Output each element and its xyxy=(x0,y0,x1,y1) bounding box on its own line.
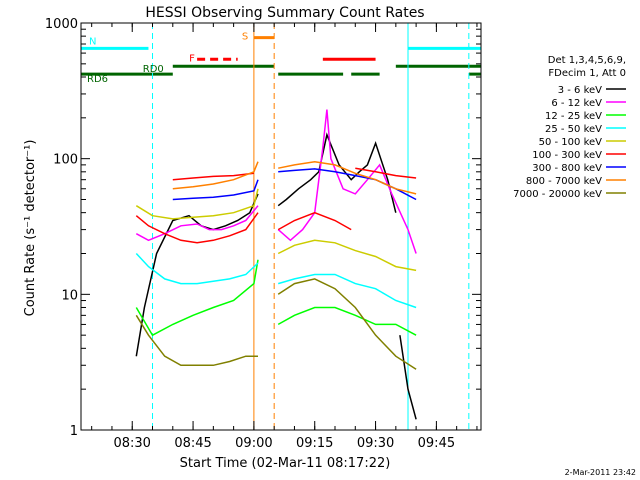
series-line xyxy=(277,273,417,309)
series-line xyxy=(277,278,417,370)
series-line xyxy=(172,179,259,201)
x-tick-label: 09:15 xyxy=(296,436,333,451)
series-line xyxy=(278,160,417,195)
series-line xyxy=(277,239,417,272)
series-line xyxy=(277,109,417,254)
y-tick-label: 100 xyxy=(53,153,78,168)
legend-label: 100 - 300 keV xyxy=(532,150,602,161)
series-line xyxy=(172,161,259,190)
legend-label: 6 - 12 keV xyxy=(551,98,602,109)
series-line xyxy=(135,259,259,337)
flag-label: F xyxy=(189,53,195,64)
series-line xyxy=(355,167,417,179)
legend-label: 12 - 25 keV xyxy=(545,111,602,122)
x-tick-label: 09:45 xyxy=(418,436,455,451)
x-tick-label: 09:30 xyxy=(357,436,394,451)
y-tick-label: 1 xyxy=(70,424,78,439)
series-line xyxy=(399,335,417,420)
series-line xyxy=(135,205,259,242)
series-line xyxy=(135,188,259,220)
y-axis-label: Count Rate (s⁻¹ detector⁻¹) xyxy=(23,140,38,317)
series-line xyxy=(277,132,397,213)
chart-title: HESSI Observing Summary Count Rates xyxy=(145,5,424,21)
flag-label: RD6 xyxy=(87,74,108,85)
series-line xyxy=(135,193,259,357)
series-line xyxy=(277,211,352,231)
footer-date: 2-Mar-2011 23:42 xyxy=(565,468,636,477)
series-line xyxy=(135,314,258,367)
legend-label: 800 - 7000 keV xyxy=(526,176,602,187)
x-axis-label: Start Time (02-Mar-11 08:17:22) xyxy=(180,456,391,471)
legend-header: FDecim 1, Att 0 xyxy=(548,68,626,79)
legend-label: 300 - 800 keV xyxy=(532,163,602,174)
legend-label: 25 - 50 keV xyxy=(545,124,602,135)
legend-label: 50 - 100 keV xyxy=(539,137,603,148)
legend-header: Det 1,3,4,5,6,9, xyxy=(548,55,626,66)
plot-frame xyxy=(80,22,482,431)
series-line xyxy=(277,306,417,336)
series-line xyxy=(135,212,259,244)
y-tick-label: 10 xyxy=(61,288,78,303)
flag-label: S xyxy=(242,32,248,43)
series-line xyxy=(135,252,259,285)
series-line xyxy=(172,172,254,181)
x-tick-label: 08:45 xyxy=(174,436,211,451)
legend-label: 3 - 6 keV xyxy=(558,85,602,96)
y-tick-label: 1000 xyxy=(45,17,78,32)
flag-label: N xyxy=(89,36,96,47)
x-tick-label: 08:30 xyxy=(113,436,150,451)
legend-label: 7000 - 20000 keV xyxy=(513,189,602,200)
x-tick-label: 09:00 xyxy=(235,436,272,451)
flag-label: RD0 xyxy=(143,64,164,75)
series-line xyxy=(278,168,417,201)
